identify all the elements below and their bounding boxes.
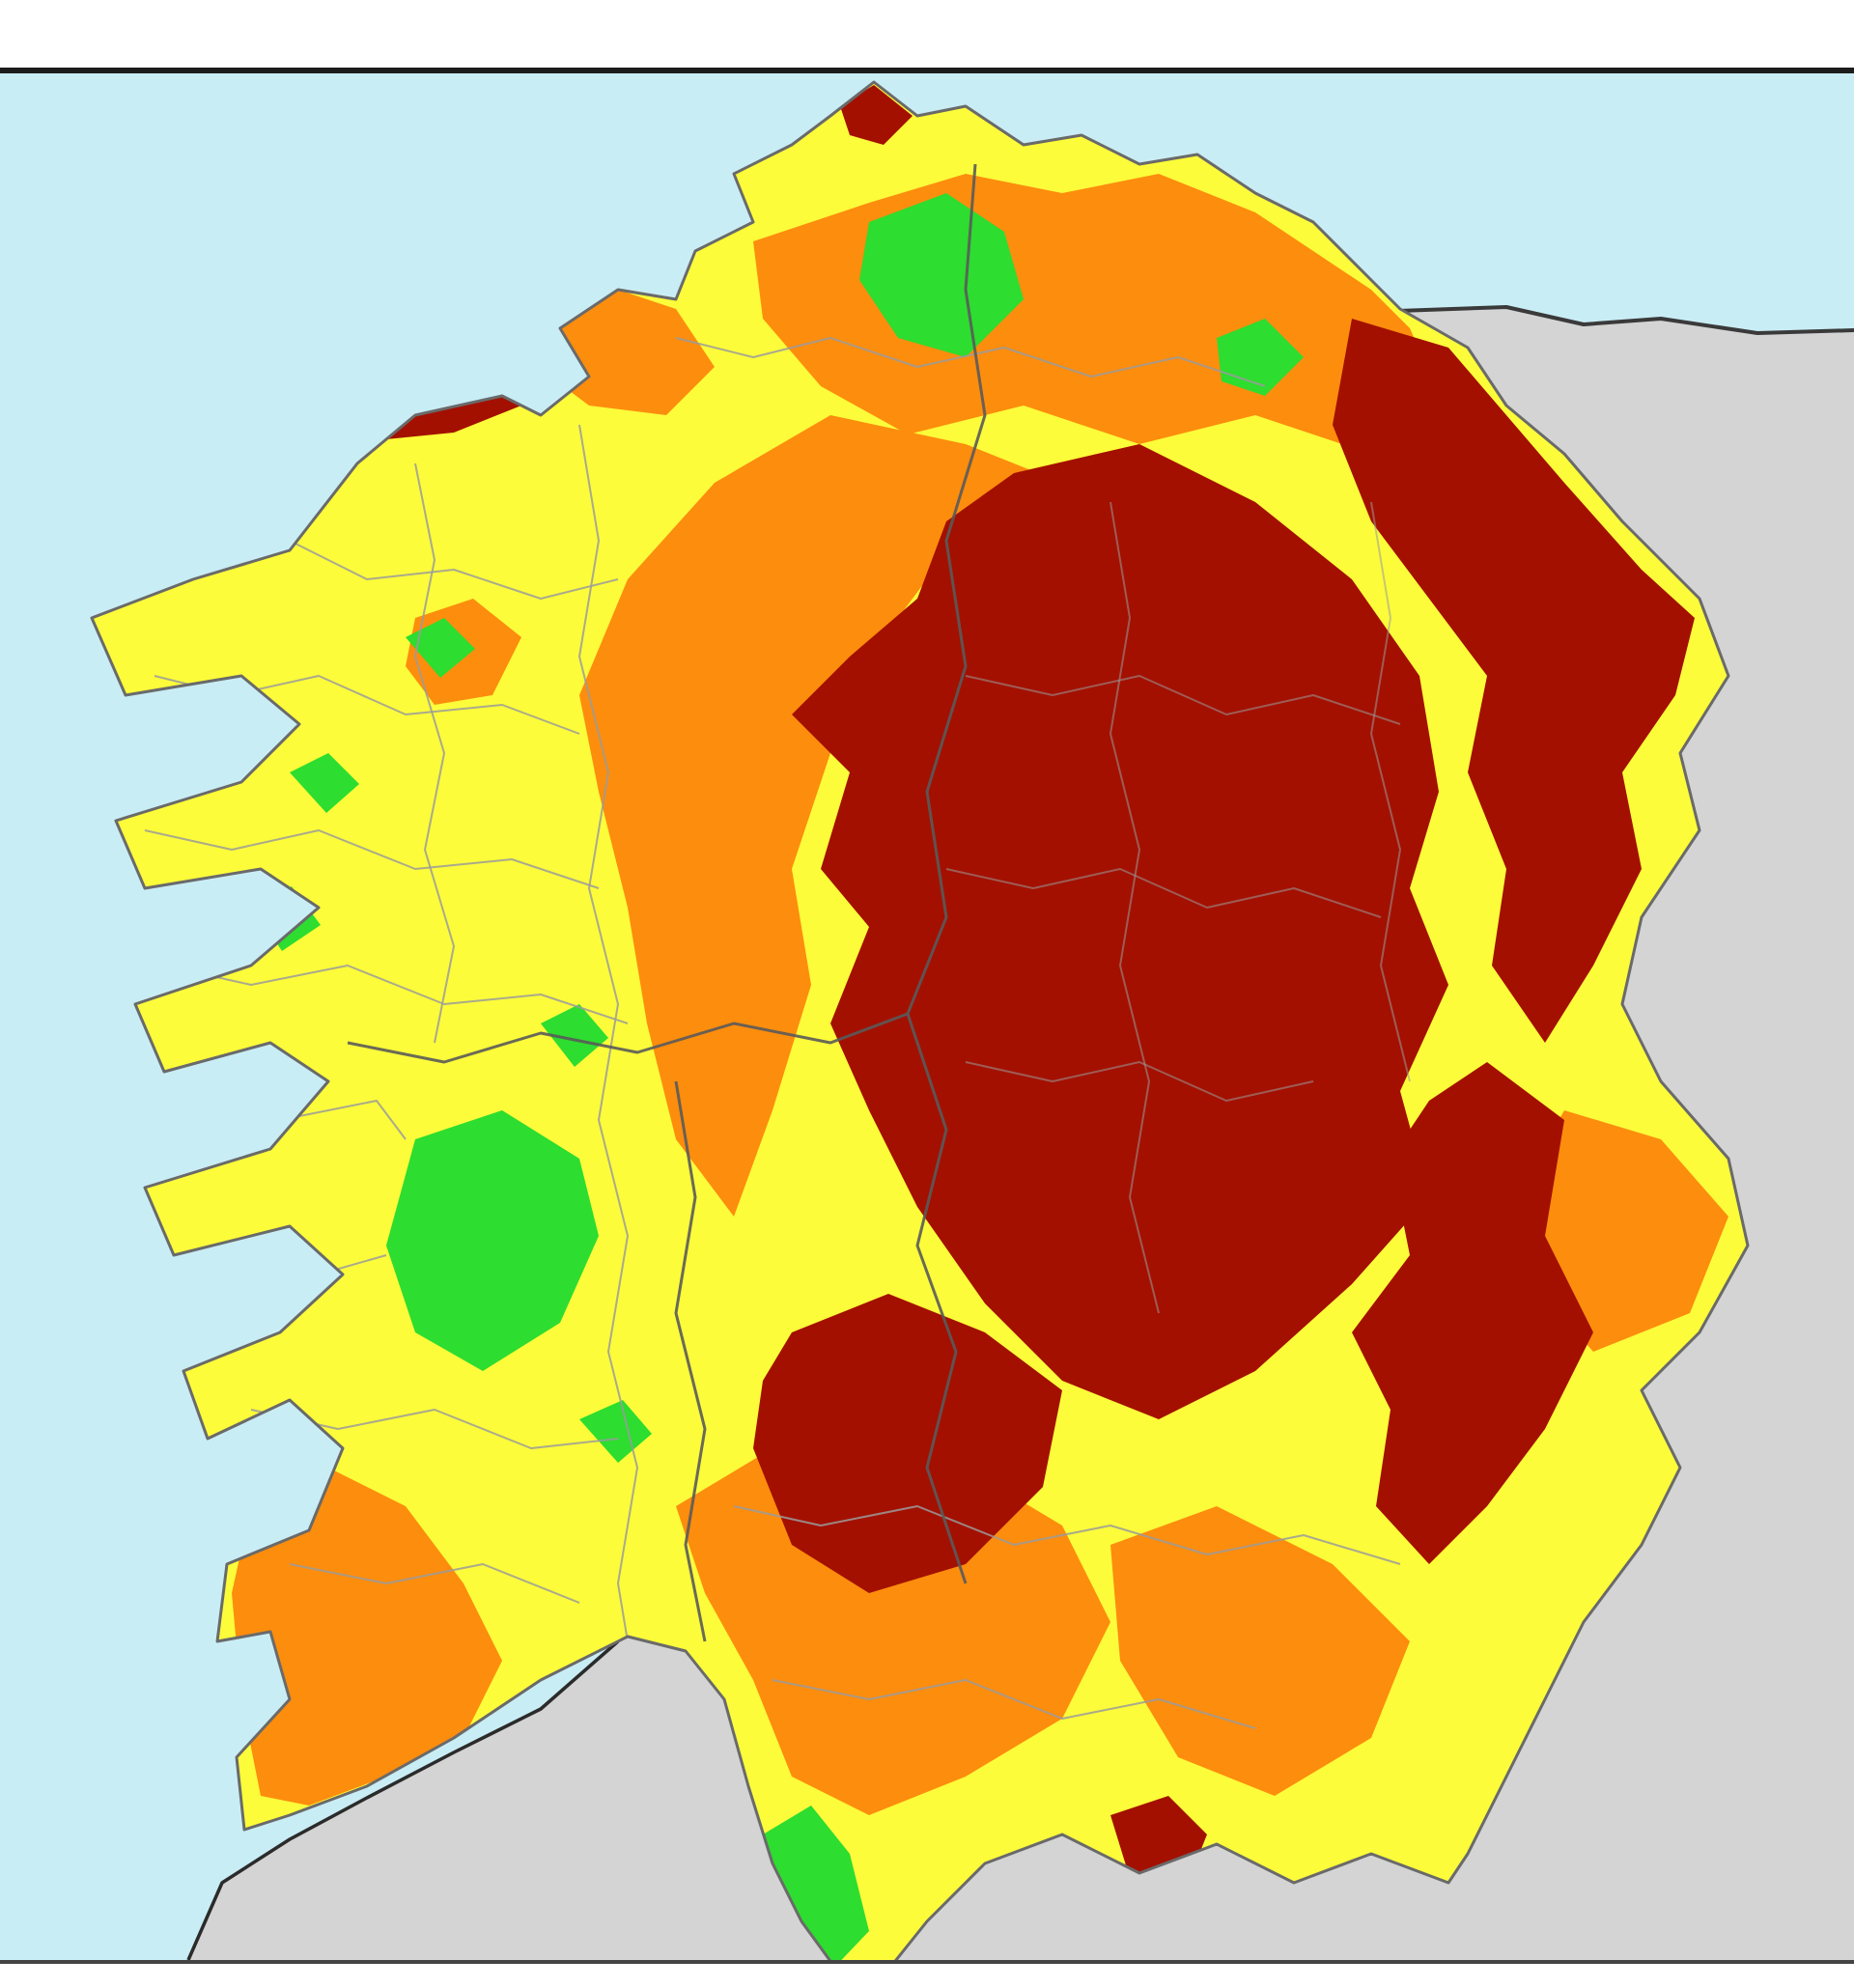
bottom-frame-line xyxy=(0,1960,1854,1964)
risk-zone-low-center-small xyxy=(541,1004,608,1067)
risk-zone-high-central xyxy=(579,415,1062,1217)
bottom-margin xyxy=(0,1964,1854,1988)
risk-zone-low-north-center xyxy=(859,193,1024,357)
risk-zone-veryhigh-east-south xyxy=(1352,1062,1593,1564)
municipal-boundaries xyxy=(134,337,1411,1729)
galicia-region xyxy=(90,80,1750,1976)
risk-zone-low-west-small-3 xyxy=(406,618,475,678)
galicia-coastline xyxy=(90,80,1750,1976)
risk-zones xyxy=(134,85,1728,1972)
risk-zone-high-northwest-tip xyxy=(541,290,715,415)
risk-zone-low-west-small-1 xyxy=(290,753,359,813)
risk-zone-veryhigh-south-central xyxy=(753,1294,1062,1593)
portugal-border-line xyxy=(186,1639,620,1961)
risk-zone-veryhigh-central-east xyxy=(792,444,1448,1419)
top-margin xyxy=(0,0,1854,68)
risk-zone-low-south-small xyxy=(579,1400,652,1463)
risk-zone-veryhigh-bares-tip xyxy=(840,85,913,145)
top-frame-line xyxy=(0,68,1854,73)
risk-zone-high-southeast xyxy=(1110,1506,1410,1796)
risk-zone-high-southwest-coast xyxy=(232,1468,502,1806)
asturias-coastline xyxy=(1397,305,1854,335)
risk-zone-low-west-large xyxy=(386,1110,599,1371)
risk-zones-low xyxy=(253,193,1304,1972)
risk-zone-high-east xyxy=(1526,1110,1728,1352)
province-boundaries xyxy=(347,163,987,1642)
risk-zones-very-high xyxy=(280,85,1695,1883)
risk-zone-veryhigh-northeast-strip xyxy=(1333,319,1695,1043)
